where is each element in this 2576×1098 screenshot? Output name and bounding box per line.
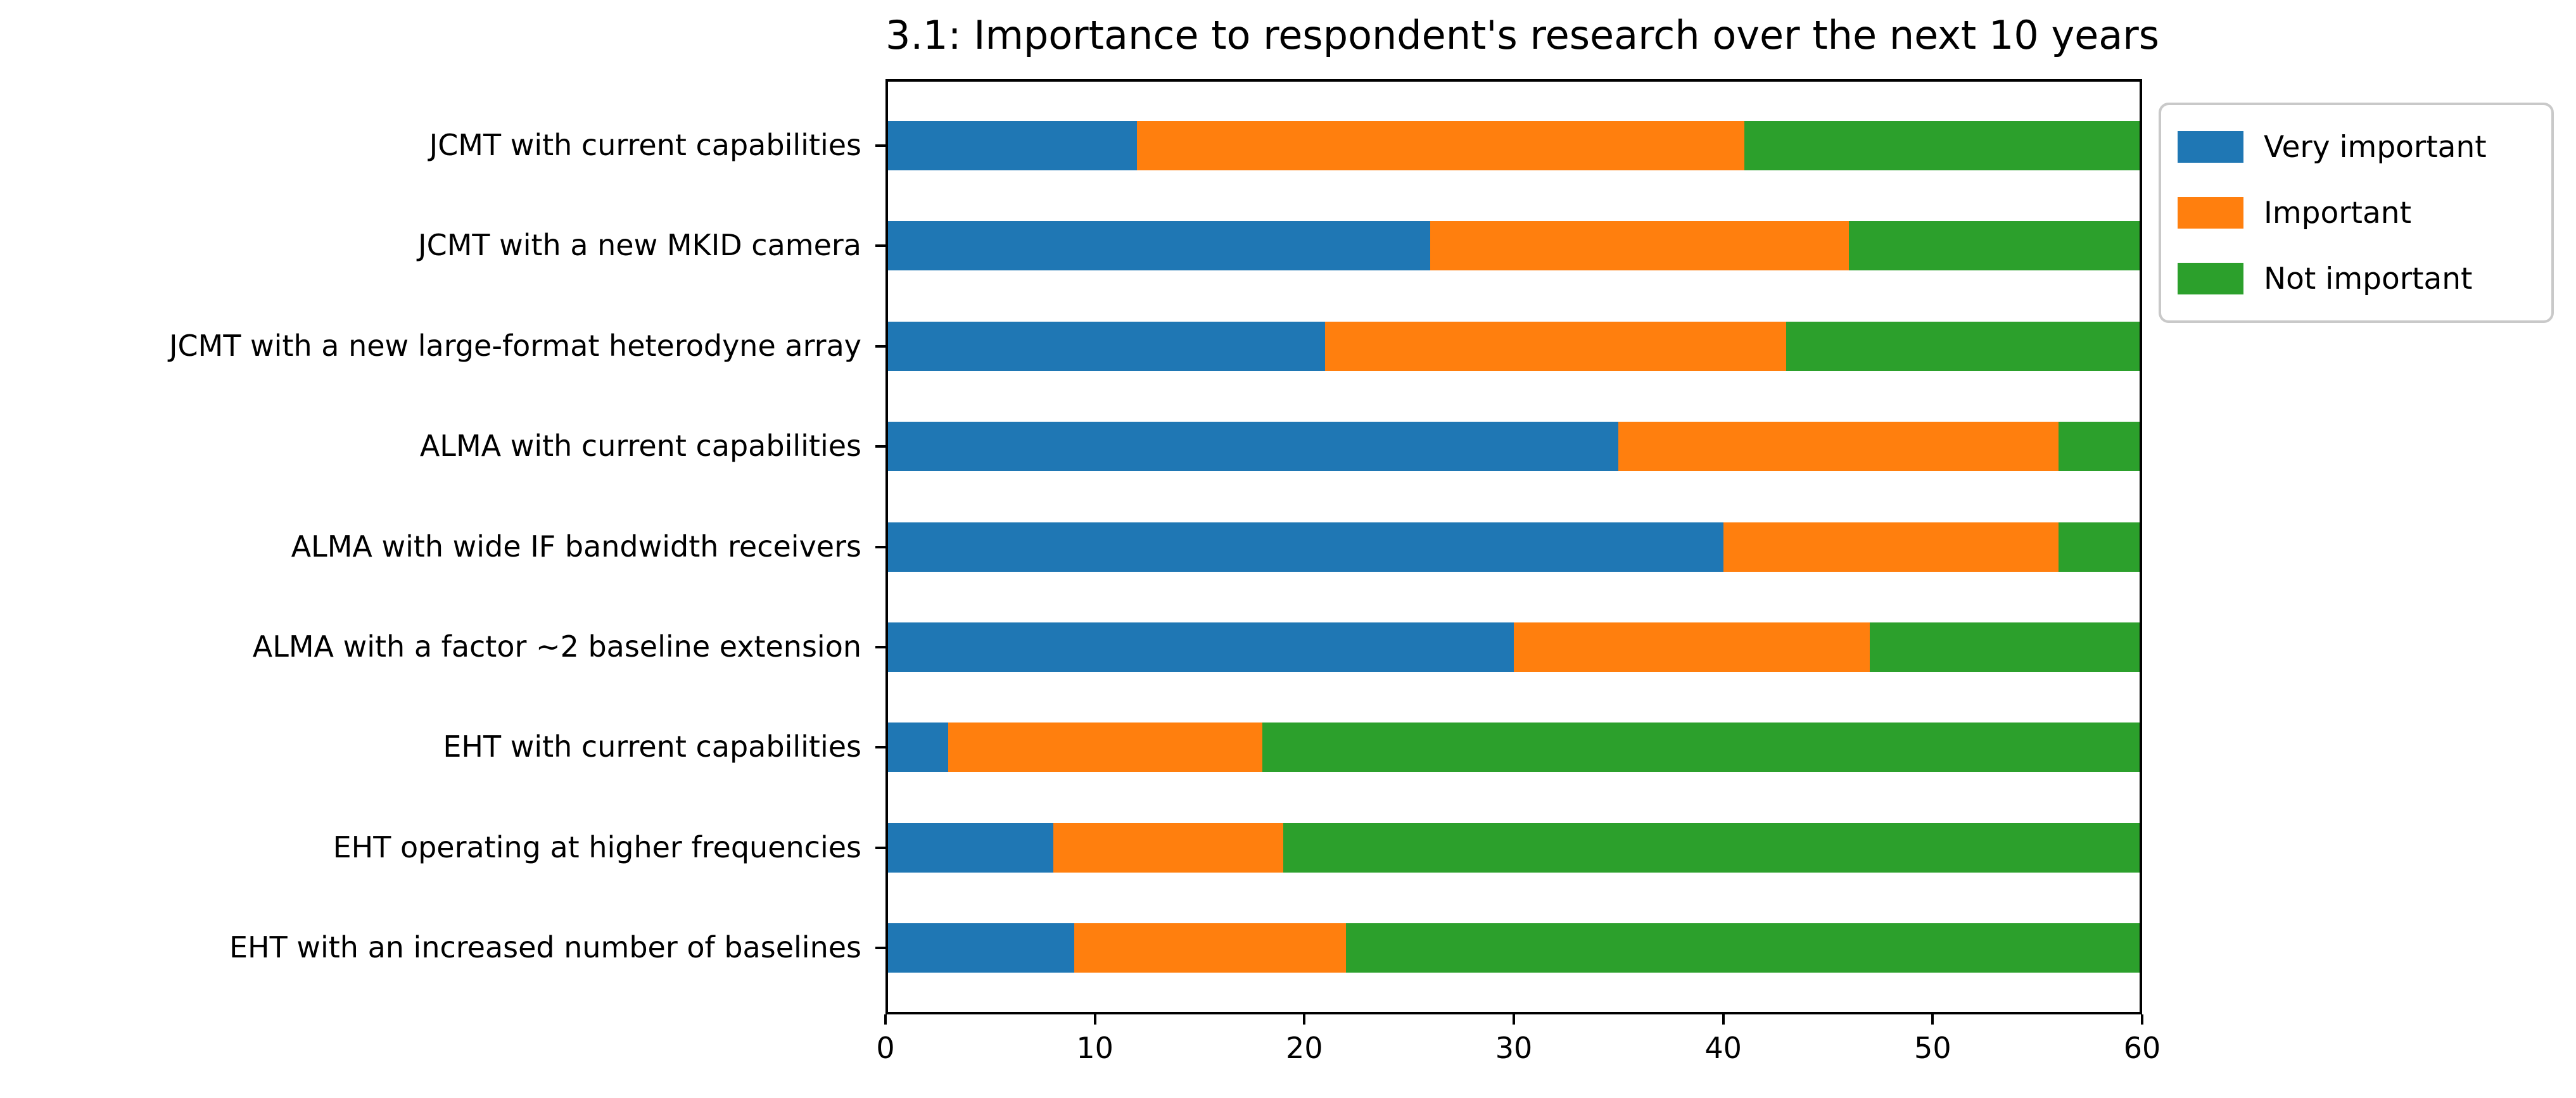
y-axis-tick (875, 545, 885, 548)
bar-segment-not-important (1262, 723, 2142, 773)
y-axis-tick (875, 344, 885, 348)
bar-segment-not-important (1283, 823, 2142, 873)
bar-row (885, 622, 2142, 672)
bar-row (885, 121, 2142, 170)
x-axis-tick (1513, 1014, 1515, 1025)
bar-segment-very-important (885, 522, 1723, 572)
bar-segment-not-important (1870, 622, 2142, 672)
bar-segment-important (1723, 522, 2059, 572)
x-axis-tick-label: 20 (1286, 1031, 1323, 1065)
y-axis-label: ALMA with a factor ~2 baseline extension (252, 629, 861, 664)
y-axis-tick (875, 144, 885, 147)
bar-segment-not-important (2058, 522, 2142, 572)
x-axis-tick-label: 40 (1704, 1031, 1742, 1065)
x-axis-tick (1303, 1014, 1306, 1025)
bar-row (885, 321, 2142, 371)
legend-entry: Important (2178, 196, 2535, 230)
x-axis-tick-label: 0 (876, 1031, 895, 1065)
y-axis-tick (875, 645, 885, 648)
y-axis-label: JCMT with a new MKID camera (418, 228, 861, 263)
legend-swatch-icon (2178, 131, 2243, 163)
x-axis-tick-label: 10 (1076, 1031, 1114, 1065)
bar-segment-very-important (885, 823, 1053, 873)
y-axis-tick (875, 746, 885, 749)
x-axis-tick-label: 60 (2123, 1031, 2161, 1065)
legend: Very important Important Not important (2159, 103, 2554, 323)
bar-segment-very-important (885, 121, 1137, 170)
bar-segment-very-important (885, 622, 1514, 672)
bar-segment-not-important (2058, 422, 2142, 472)
x-axis-tick (2141, 1014, 2143, 1025)
y-axis-label: EHT with current capabilities (443, 729, 861, 764)
y-axis-label: ALMA with current capabilities (419, 429, 861, 464)
bar-segment-important (1074, 923, 1347, 973)
bar-segment-important (948, 723, 1263, 773)
y-axis-tick (875, 445, 885, 448)
bar-segment-very-important (885, 723, 949, 773)
y-axis-tick (875, 846, 885, 849)
bar-row (885, 823, 2142, 873)
plot-area (885, 79, 2142, 1014)
bar-segment-important (1136, 121, 1744, 170)
legend-label: Important (2264, 195, 2412, 230)
legend-swatch-icon (2178, 263, 2243, 294)
legend-label: Very important (2264, 129, 2487, 165)
bar-segment-important (1053, 823, 1284, 873)
x-axis-tick (1931, 1014, 1934, 1025)
legend-entry: Very important (2178, 130, 2535, 165)
bar-segment-not-important (1786, 321, 2142, 371)
y-axis-tick (875, 947, 885, 949)
y-axis-label: EHT operating at higher frequencies (333, 830, 861, 864)
plot-frame (885, 79, 2142, 1014)
bar-row (885, 923, 2142, 973)
x-axis-tick (884, 1014, 887, 1025)
bar-segment-very-important (885, 221, 1430, 271)
bar-segment-not-important (1849, 221, 2142, 271)
bar-segment-very-important (885, 422, 1619, 472)
bar-segment-important (1618, 422, 2059, 472)
y-axis-label: JCMT with current capabilities (429, 127, 861, 162)
bar-row (885, 723, 2142, 773)
bar-segment-very-important (885, 321, 1326, 371)
bar-segment-very-important (885, 923, 1074, 973)
x-axis-tick (1093, 1014, 1096, 1025)
bar-segment-important (1430, 221, 1850, 271)
bar-row (885, 221, 2142, 271)
legend-swatch-icon (2178, 197, 2243, 229)
bar-row (885, 522, 2142, 572)
bar-segment-important (1514, 622, 1870, 672)
x-axis-tick-label: 30 (1495, 1031, 1533, 1065)
x-axis-tick (1722, 1014, 1725, 1025)
legend-entry: Not important (2178, 262, 2535, 296)
y-axis-label: ALMA with wide IF bandwidth receivers (291, 529, 861, 564)
x-axis-tick-label: 50 (1914, 1031, 1951, 1065)
legend-label: Not important (2264, 261, 2473, 296)
y-axis-tick (875, 244, 885, 248)
y-axis-label: EHT with an increased number of baseline… (229, 930, 861, 964)
bar-segment-not-important (1744, 121, 2142, 170)
bar-row (885, 422, 2142, 472)
chart-title: 3.1: Importance to respondent's research… (885, 12, 2160, 58)
bar-segment-not-important (1346, 923, 2142, 973)
y-axis-label: JCMT with a new large-format heterodyne … (168, 328, 861, 363)
bar-segment-important (1325, 321, 1786, 371)
